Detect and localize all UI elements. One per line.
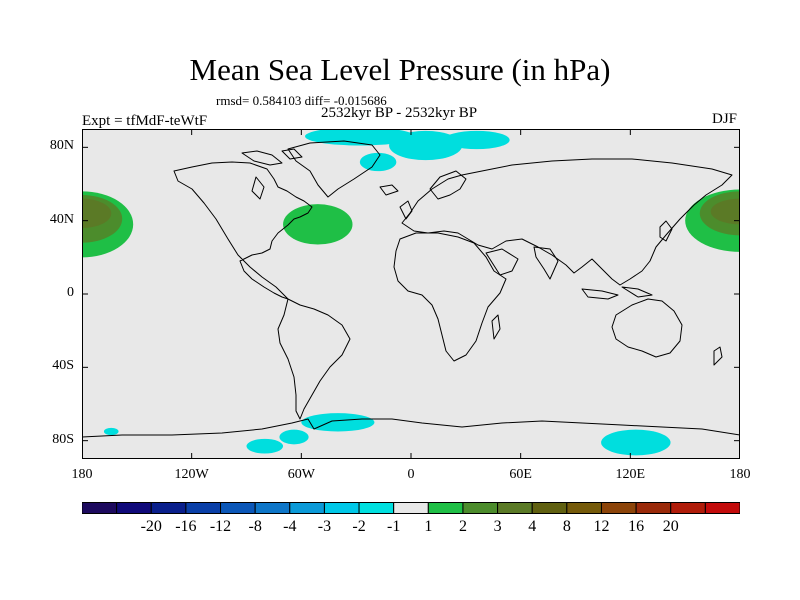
colorbar-label: 20 [662, 518, 679, 535]
colorbar-label: 2 [458, 518, 467, 535]
colorbar-label: -3 [317, 518, 332, 535]
colorbar-box [704, 502, 740, 514]
anomaly-region-n-atlantic [283, 204, 353, 245]
colorbar-label: 1 [424, 518, 433, 535]
anomaly-region-barents [443, 130, 510, 150]
anomaly-region-antarctic-east [601, 429, 671, 456]
x-tick-label: 120W [174, 467, 209, 482]
colorbar-label: -12 [209, 518, 232, 535]
colorbar-box [289, 502, 325, 514]
x-tick-label: 60W [287, 467, 315, 482]
colorbar-box [116, 502, 152, 514]
colorbar-box [358, 502, 395, 514]
coast-madagascar [491, 314, 501, 340]
colorbar-box [531, 502, 568, 514]
colorbar-box [462, 502, 499, 514]
x-tick-label: 60E [509, 467, 532, 482]
coast-arctic-islands [241, 148, 303, 166]
coast-greenland [287, 140, 381, 198]
colorbar-label: 12 [593, 518, 610, 535]
colorbar-label: -2 [352, 518, 366, 535]
experiment-label: Expt = tfMdF-teWtF [82, 113, 208, 129]
anomaly-region-antarctic-weddell [301, 413, 375, 432]
coast-africa [393, 232, 507, 362]
anomaly-regions [82, 129, 740, 456]
y-tick-label: 80S [52, 431, 74, 447]
colorbar [82, 502, 740, 514]
colorbar-label: -1 [387, 518, 401, 535]
coast-australia [611, 298, 683, 358]
x-tick-label: 180 [729, 467, 751, 482]
colorbar-label: 8 [562, 518, 571, 535]
y-tick-label: 40N [49, 211, 74, 227]
anomaly-region-antarctic-ross-b [279, 429, 309, 445]
period-text: 2532kyr BP - 2532kyr BP [321, 105, 478, 121]
anomaly-region-antarctic-ross-a [246, 438, 284, 454]
y-tick-label: 80N [49, 138, 74, 154]
coast-iceland [379, 184, 399, 196]
coast-arabia [485, 248, 519, 276]
map-background [82, 129, 740, 459]
colorbar-label: -8 [248, 518, 262, 535]
colorbar-box [150, 502, 187, 514]
colorbar-box [323, 502, 360, 514]
colorbar-label: -4 [283, 518, 297, 535]
y-tick-label: 40S [52, 358, 74, 374]
colorbar-box [82, 502, 118, 514]
colorbar-label: 16 [628, 518, 645, 535]
coast-japan [659, 220, 673, 242]
x-tick-label: 0 [407, 467, 415, 482]
colorbar-box [600, 502, 637, 514]
coast-hudson-bay [251, 176, 265, 200]
colorbar-label: 3 [493, 518, 502, 535]
coast-indonesia [581, 286, 653, 300]
world-map [82, 129, 740, 459]
anomaly-region-arctic-b [389, 130, 463, 161]
colorbar-label: -20 [140, 518, 162, 535]
season-label: DJF [712, 111, 738, 127]
anomaly-region-n-pacific-east-3 [710, 198, 740, 225]
colorbar-label: 4 [528, 518, 537, 535]
coast-scandinavia [429, 170, 467, 200]
coast-new-zealand [713, 346, 723, 366]
map-title: Mean Sea Level Pressure (in hPa) [189, 52, 611, 87]
colorbar-box [670, 502, 706, 514]
colorbar-box [635, 502, 672, 514]
x-tick-label: 120E [615, 467, 646, 482]
colorbar-box [220, 502, 256, 514]
colorbar-box [497, 502, 533, 514]
colorbar-box [254, 502, 291, 514]
coastlines [82, 129, 740, 459]
coast-british-isles [399, 200, 413, 220]
coast-antarctica [82, 418, 740, 438]
coast-north-america [173, 161, 313, 300]
y-tick-label: 0 [67, 285, 74, 300]
coast-eurasia [401, 158, 733, 286]
colorbar-box [393, 502, 429, 514]
anomaly-region-n-pacific-west-3 [82, 198, 112, 228]
colorbar-label: -16 [175, 518, 197, 535]
anomaly-region-antarctic-small [103, 427, 119, 436]
coast-india [533, 246, 559, 280]
colorbar-box [185, 502, 222, 514]
colorbar-box [427, 502, 464, 514]
anomaly-region-greenland-sea [359, 152, 397, 172]
x-tick-label: 180 [71, 467, 93, 482]
coast-south-america [277, 298, 351, 420]
colorbar-box [566, 502, 602, 514]
stats-text: rmsd= 0.584103 diff= -0.015686 [216, 93, 387, 108]
